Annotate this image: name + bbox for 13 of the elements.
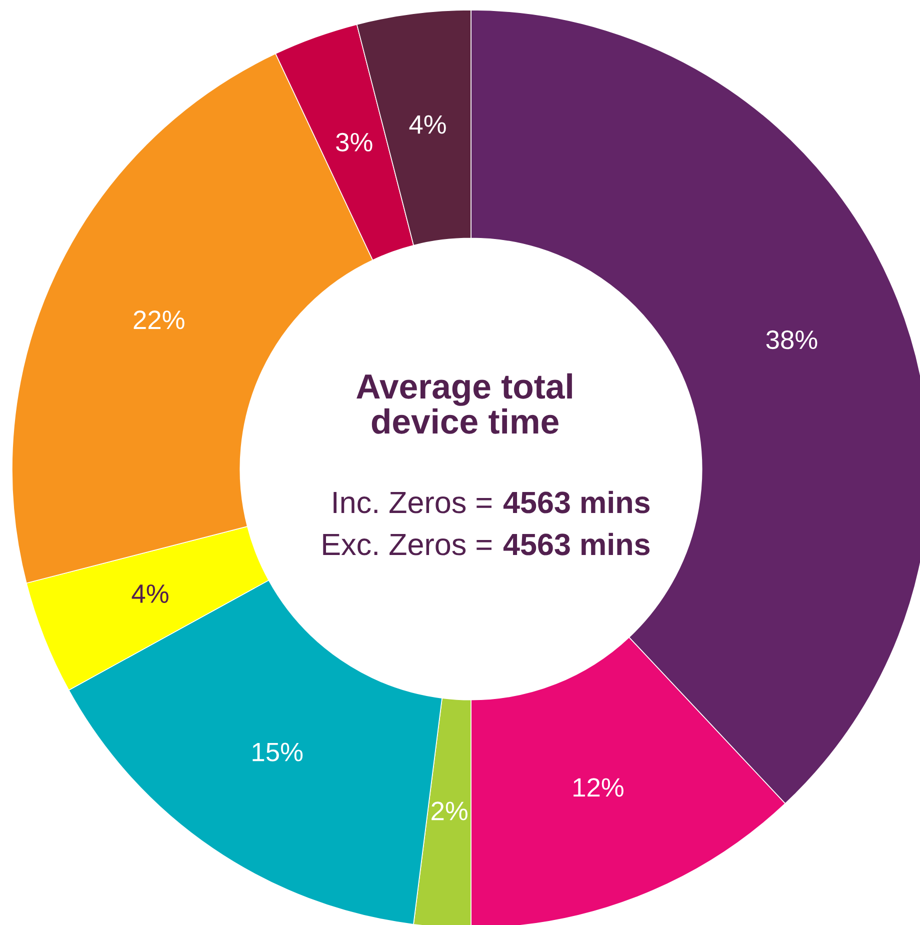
data-label: 2% [432, 802, 468, 820]
data-label: 4% [409, 115, 446, 134]
text: Exc. Zeros = [323, 534, 492, 556]
data-label: 22% [134, 310, 184, 330]
data-label: 12% [574, 778, 624, 797]
data-label: 15% [252, 742, 303, 762]
text: Inc. Zeros = [334, 492, 492, 514]
data-label: 3% [336, 132, 372, 152]
data-label: 4% [132, 584, 168, 603]
data-label: 38% [766, 330, 818, 350]
text: 4563 mins [503, 490, 650, 514]
text: Average total device time [356, 373, 572, 434]
text: 4563 mins [503, 532, 650, 556]
